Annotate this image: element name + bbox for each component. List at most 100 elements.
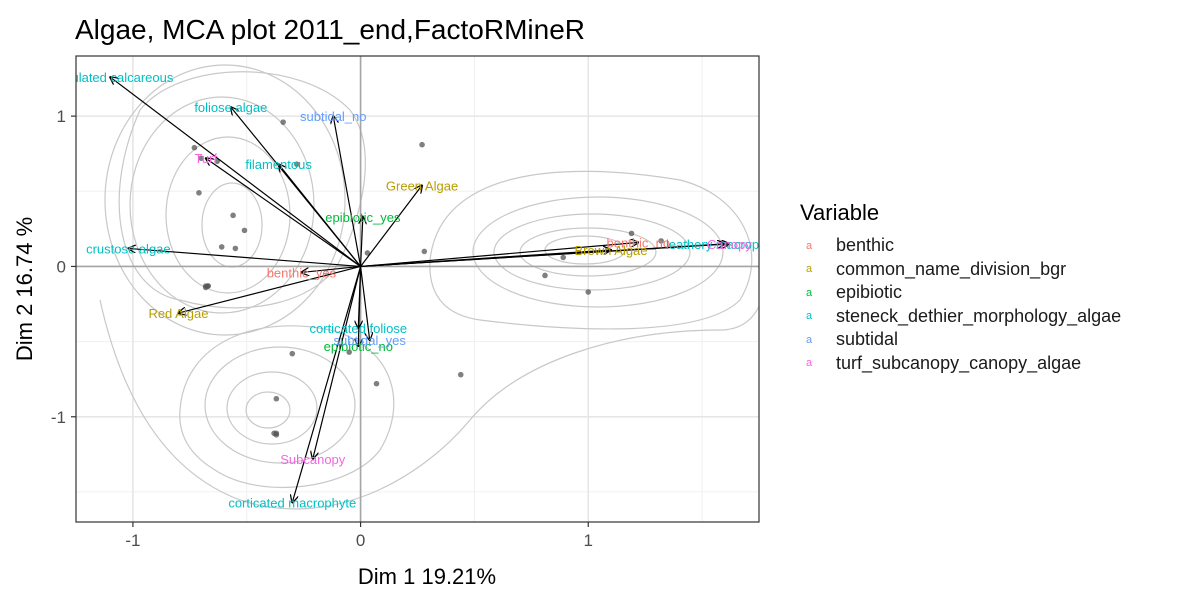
individual-point <box>205 283 211 289</box>
chart-title: Algae, MCA plot 2011_end,FactoRMineR <box>75 14 585 45</box>
individual-point <box>585 289 592 295</box>
contour-left-2 <box>165 136 291 294</box>
individual-point <box>560 254 567 261</box>
contour-right-2 <box>519 227 657 277</box>
legend-label: epibiotic <box>836 282 903 303</box>
individual-point <box>198 155 205 162</box>
variable-arrow <box>128 248 361 268</box>
legend-item: a benthic <box>800 234 1121 258</box>
individual-point <box>230 212 236 219</box>
variable-label: epibiotic_yes <box>325 210 401 225</box>
x-tick-label: 1 <box>584 531 593 550</box>
variable-arrow <box>360 244 730 268</box>
grid-minor <box>76 56 759 522</box>
variable-label: Canopy <box>707 237 752 252</box>
contour-left-5 <box>118 71 366 309</box>
variable-arrow <box>292 266 362 502</box>
contour-right-4 <box>472 196 724 308</box>
y-axis-label: Dim 2 16.74 % <box>12 217 37 361</box>
variable-arrow <box>360 242 639 268</box>
variable-label: subtidal_yes <box>334 333 407 348</box>
variable-label: Green Algae <box>386 178 458 193</box>
axis-ticks: -1 0 1 -1 0 1 <box>51 107 593 550</box>
variable-arrow <box>178 265 361 313</box>
legend-items: a benthic a common_name_division_bgr a epibio… <box>800 234 1121 375</box>
contour-left-3 <box>129 96 315 314</box>
plot-panel <box>76 56 759 522</box>
legend-item: a subtidal <box>800 328 1121 352</box>
y-tick-label: 1 <box>57 107 66 126</box>
contour-bottom-1 <box>245 391 291 429</box>
individual-point <box>289 350 296 357</box>
contour-bottom-3 <box>204 346 356 464</box>
individual-point <box>214 158 220 165</box>
x-axis-label: Dim 1 19.21% <box>358 564 496 589</box>
individual-point <box>421 248 428 255</box>
individual-point <box>373 380 380 387</box>
variable-arrows <box>110 77 729 502</box>
individual-point <box>218 244 225 250</box>
legend-item: a common_name_division_bgr <box>800 258 1121 282</box>
individual-point <box>658 238 664 244</box>
variable-label: Turf <box>194 151 217 166</box>
legend-key: a <box>806 310 813 323</box>
legend-key: a <box>806 286 813 299</box>
legend-label: turf_subcanopy_canopy_algae <box>836 352 1082 373</box>
individual-point <box>273 432 280 438</box>
legend-label: common_name_division_bgr <box>836 258 1067 279</box>
variable-label: subtidal_no <box>300 109 367 124</box>
contour-left-4 <box>104 64 346 336</box>
variable-arrow <box>206 158 361 267</box>
contour-right-3 <box>493 213 691 291</box>
legend-label: steneck_dethier_morphology_algae <box>836 305 1122 326</box>
individual-point <box>457 371 464 378</box>
individual-point <box>241 227 248 234</box>
zero-axes <box>76 56 759 522</box>
variable-label: benthic_yes <box>267 265 337 280</box>
legend-label: benthic <box>836 235 895 256</box>
y-tick-label: 0 <box>57 257 66 276</box>
variable-arrow <box>333 116 362 267</box>
plot-border <box>75 55 760 523</box>
individual-point <box>542 272 548 279</box>
individual-point <box>364 250 371 256</box>
contour-bottom-2 <box>226 371 318 445</box>
variable-label: Subcanopy <box>280 452 346 467</box>
individual-point <box>273 395 280 402</box>
legend: Variable a benthic a common_name_division_b… <box>800 200 1121 375</box>
variable-arrow <box>359 266 370 340</box>
individual-point <box>628 230 635 237</box>
variable-label: crustose algae <box>86 241 171 256</box>
individual-point <box>196 189 202 196</box>
individual-point <box>280 119 286 125</box>
contour-outer <box>99 299 759 510</box>
legend-item: a steneck_dethier_morphology_algae <box>800 305 1121 329</box>
variable-label: corticated macrophyte <box>228 495 356 510</box>
individual-points <box>191 119 664 438</box>
legend-item: a turf_subcanopy_canopy_algae <box>800 352 1121 376</box>
y-tick-label: -1 <box>51 408 66 427</box>
individual-point <box>346 349 353 355</box>
legend-key: a <box>806 263 813 276</box>
individual-point <box>232 245 239 252</box>
legend-title: Variable <box>800 200 880 225</box>
contour-bottom-4 <box>179 325 395 488</box>
individual-point <box>191 144 198 151</box>
variable-arrow <box>358 266 360 328</box>
variable-label: corticated foliose <box>310 321 408 336</box>
variable-arrow <box>313 266 362 458</box>
legend-key: a <box>806 333 813 346</box>
variable-arrow <box>360 185 422 267</box>
variable-labels: benthic_no benthic_yes Brown Algae Green Al… <box>76 70 759 510</box>
variable-label: foliose algae <box>194 100 267 115</box>
x-tick-label: 0 <box>356 531 365 550</box>
variable-label: epibiotic_no <box>324 339 393 354</box>
legend-item: a epibiotic <box>800 281 1121 305</box>
legend-key: a <box>806 239 813 252</box>
individual-point <box>419 141 425 148</box>
variable-arrow <box>231 107 362 267</box>
variable-label: filamentous <box>245 157 312 172</box>
variable-arrow <box>301 265 361 272</box>
legend-label: subtidal <box>836 329 899 350</box>
